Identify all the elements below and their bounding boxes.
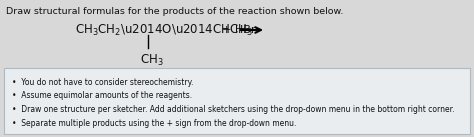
Text: •  Separate multiple products using the + sign from the drop-down menu.: • Separate multiple products using the +… — [12, 119, 296, 128]
FancyBboxPatch shape — [0, 0, 474, 67]
Text: CH$_3$: CH$_3$ — [140, 53, 164, 68]
Text: •  Draw one structure per sketcher. Add additional sketchers using the drop-down: • Draw one structure per sketcher. Add a… — [12, 105, 455, 114]
Text: + HBr: + HBr — [222, 25, 255, 35]
Text: CH$_3$CH$_2$\u2014O\u2014CHCH$_3$: CH$_3$CH$_2$\u2014O\u2014CHCH$_3$ — [75, 22, 253, 38]
Text: Draw structural formulas for the products of the reaction shown below.: Draw structural formulas for the product… — [6, 7, 343, 16]
FancyBboxPatch shape — [4, 68, 470, 134]
Text: •  You do not have to consider stereochemistry.: • You do not have to consider stereochem… — [12, 78, 193, 87]
Text: •  Assume equimolar amounts of the reagents.: • Assume equimolar amounts of the reagen… — [12, 92, 192, 101]
